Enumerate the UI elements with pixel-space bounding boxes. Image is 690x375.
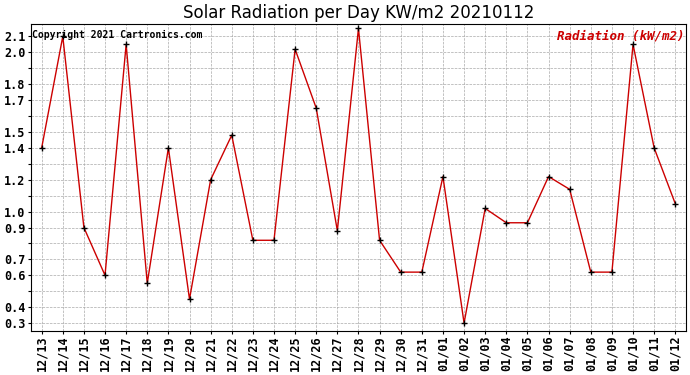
Text: Copyright 2021 Cartronics.com: Copyright 2021 Cartronics.com (32, 30, 203, 40)
Text: Radiation (kW/m2): Radiation (kW/m2) (557, 30, 684, 43)
Title: Solar Radiation per Day KW/m2 20210112: Solar Radiation per Day KW/m2 20210112 (183, 4, 534, 22)
